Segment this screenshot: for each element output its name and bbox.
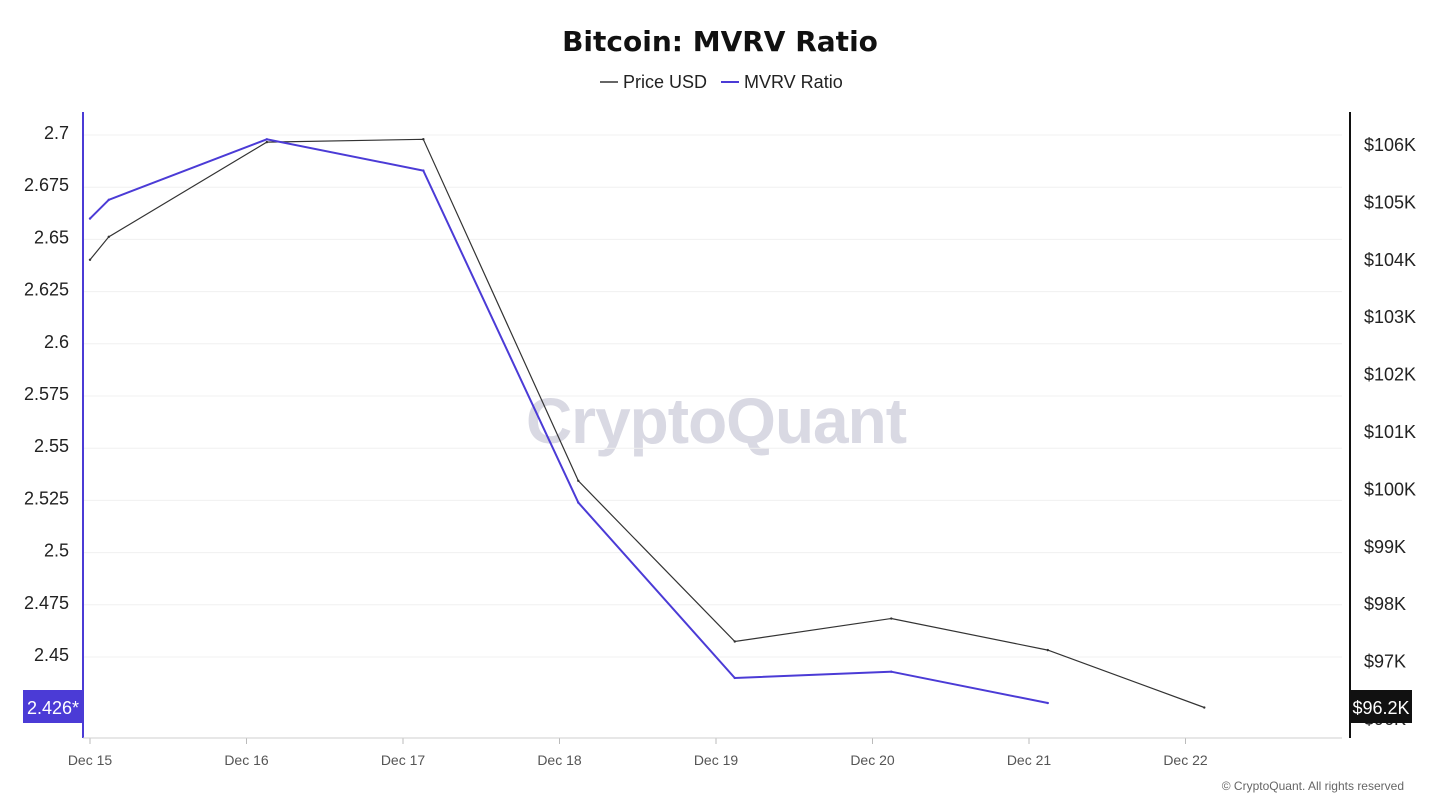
series-points [88, 138, 1206, 709]
point-price-usd [1046, 648, 1049, 652]
left-tick-label: 2.675 [24, 175, 69, 195]
left-tick-label: 2.7 [44, 123, 69, 143]
chart-title: Bitcoin: MVRV Ratio [562, 25, 878, 58]
legend-label-price[interactable]: Price USD [623, 72, 707, 92]
right-badge-bg [1350, 690, 1412, 723]
right-tick-label: $103K [1364, 307, 1416, 327]
left-tick-label: 2.475 [24, 593, 69, 613]
left-tick-label: 2.575 [24, 384, 69, 404]
x-tick-label: Dec 18 [537, 752, 582, 768]
point-mvrv-ratio [107, 198, 110, 202]
left-badge-bg [23, 690, 83, 723]
point-mvrv-ratio [890, 670, 893, 673]
right-tick-label: $97K [1364, 652, 1406, 672]
x-tick-label: Dec 17 [381, 752, 426, 768]
watermark: CryptoQuant [526, 385, 907, 457]
point-mvrv-ratio [88, 217, 92, 220]
x-tick-label: Dec 22 [1163, 752, 1208, 768]
right-tick-label: $99K [1364, 537, 1406, 557]
x-axis-ticks: Dec 15 Dec 16 Dec 17 Dec 18 Dec 19 Dec 20 Dec … [68, 738, 1208, 768]
left-current-value: 2.426* [27, 698, 79, 718]
right-tick-label: $106K [1364, 135, 1416, 155]
left-current-badge: 2.426* [23, 690, 83, 723]
point-price-usd [107, 235, 110, 239]
right-tick-label: $98K [1364, 594, 1406, 614]
left-tick-label: 2.525 [24, 488, 69, 508]
right-tick-label: $102K [1364, 365, 1416, 385]
legend: Price USD MVRV Ratio [600, 72, 843, 92]
right-tick-label: $100K [1364, 479, 1416, 499]
left-tick-label: 2.625 [24, 280, 69, 300]
point-price-usd [1203, 706, 1206, 709]
x-tick-label: Dec 15 [68, 752, 113, 768]
copyright-notice: © CryptoQuant. All rights reserved [1222, 779, 1404, 793]
x-tick-label: Dec 19 [694, 752, 739, 768]
left-axis-ticks: 2.7 2.675 2.65 2.625 2.6 2.575 2.55 2.525 2.5 2.4… [24, 123, 69, 665]
point-mvrv-ratio [577, 501, 580, 504]
legend-label-mvrv[interactable]: MVRV Ratio [744, 72, 843, 92]
point-price-usd [577, 479, 580, 482]
left-tick-label: 2.45 [34, 645, 69, 665]
point-price-usd [265, 140, 269, 144]
point-mvrv-ratio [265, 138, 269, 141]
right-tick-label: $105K [1364, 192, 1416, 212]
point-price-usd [422, 138, 425, 141]
right-current-value: $96.2K [1352, 698, 1409, 718]
grid [84, 134, 1342, 658]
right-axis-ticks: $106K $105K $104K $103K $102K $101K $100K $99K $… [1364, 135, 1416, 729]
point-mvrv-ratio [422, 169, 425, 172]
x-tick-label: Dec 20 [850, 752, 895, 768]
point-mvrv-ratio [733, 676, 736, 680]
left-tick-label: 2.55 [34, 436, 69, 456]
x-tick-label: Dec 16 [224, 752, 269, 768]
right-tick-label: $104K [1364, 250, 1416, 270]
left-tick-label: 2.5 [44, 541, 69, 561]
right-tick-label: $101K [1364, 422, 1416, 442]
right-current-badge: $96.2K [1350, 690, 1412, 723]
point-price-usd [890, 617, 893, 620]
series-line-mvrv-ratio [89, 138, 1048, 704]
point-price-usd [733, 640, 736, 643]
point-mvrv-ratio [1046, 701, 1049, 705]
point-price-usd [88, 258, 92, 261]
left-tick-label: 2.6 [44, 332, 69, 352]
left-tick-label: 2.65 [34, 227, 69, 247]
x-tick-label: Dec 21 [1007, 752, 1052, 768]
